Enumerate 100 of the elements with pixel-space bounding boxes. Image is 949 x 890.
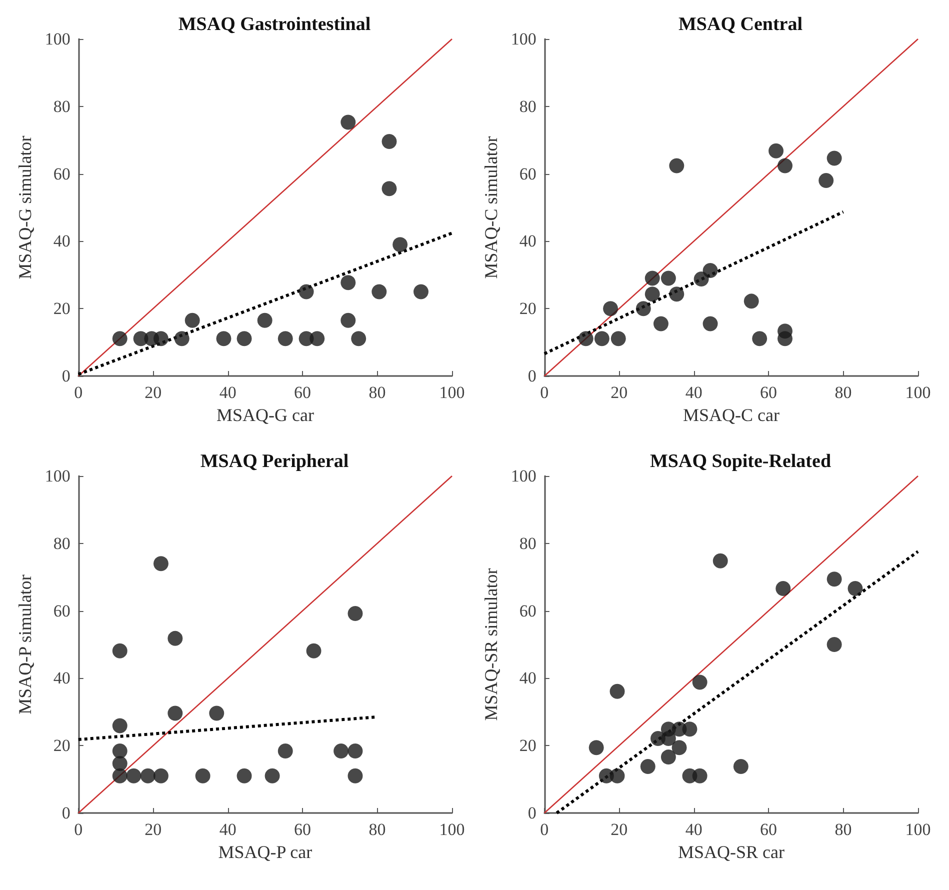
x-tick-label: 100 (905, 820, 931, 839)
point (603, 301, 618, 316)
point (348, 743, 363, 758)
point (588, 740, 604, 756)
point (216, 331, 232, 346)
point (195, 768, 210, 784)
point (712, 553, 728, 568)
y-tick-label: 0 (528, 366, 536, 386)
point (306, 643, 322, 658)
x-axis-title: MSAQ-SR car (678, 842, 784, 862)
point (168, 706, 183, 721)
point (126, 768, 142, 784)
x-tick-label: 20 (144, 820, 162, 839)
x-tick-label: 0 (540, 383, 549, 402)
y-tick-label: 100 (44, 466, 70, 486)
point (340, 114, 356, 130)
point (310, 331, 325, 346)
x-tick-label: 100 (905, 383, 931, 402)
y-axis-title: MSAQ-SR simulator (481, 568, 501, 721)
point (153, 768, 168, 784)
point (669, 286, 684, 302)
point (669, 158, 684, 174)
point (660, 270, 676, 286)
x-tick-label: 40 (219, 383, 236, 402)
point (112, 743, 128, 758)
point (351, 331, 366, 346)
point (153, 556, 168, 572)
point (672, 740, 687, 756)
point (826, 150, 842, 166)
y-tick-label: 0 (62, 366, 70, 386)
point (174, 331, 190, 346)
chart-title: MSAQ Sopite-Related (650, 451, 832, 472)
point (818, 173, 834, 188)
point (334, 743, 349, 758)
point (610, 684, 625, 699)
point (112, 756, 128, 771)
point (768, 143, 784, 158)
y-axis-title: MSAQ-P simulator (15, 574, 35, 714)
point (112, 643, 128, 658)
chart-title: MSAQ Peripheral (200, 451, 349, 472)
point (776, 581, 791, 596)
point (733, 758, 748, 774)
point (414, 284, 428, 300)
x-tick-label: 80 (834, 820, 852, 839)
point (140, 768, 156, 784)
x-tick-label: 40 (219, 820, 236, 839)
point (610, 331, 626, 346)
x-axis-title: MSAQ-P car (218, 842, 312, 862)
point (209, 706, 224, 721)
x-tick-label: 0 (74, 383, 83, 402)
y-tick-label: 80 (53, 96, 70, 116)
point (264, 768, 280, 784)
point (702, 263, 718, 278)
x-tick-label: 100 (439, 383, 465, 402)
x-tick-label: 40 (685, 820, 702, 839)
x-tick-label: 60 (760, 820, 778, 839)
point (340, 275, 356, 290)
point (594, 331, 610, 346)
x-tick-label: 80 (368, 820, 386, 839)
x-tick-label: 80 (368, 383, 386, 402)
point (112, 768, 128, 784)
point (382, 134, 397, 149)
chart-title: MSAQ Central (678, 14, 803, 35)
x-tick-label: 20 (610, 820, 628, 839)
x-tick-label: 60 (294, 820, 312, 839)
point (644, 270, 660, 286)
y-tick-label: 20 (53, 299, 70, 318)
y-tick-label: 80 (53, 534, 70, 553)
y-tick-label: 100 (510, 466, 536, 486)
x-axis-title: MSAQ-G car (216, 404, 314, 425)
y-tick-label: 40 (519, 232, 536, 251)
point (184, 312, 200, 328)
chart-title: MSAQ Gastrointestinal (178, 14, 371, 35)
point (236, 768, 252, 784)
point (692, 768, 708, 784)
point (298, 284, 314, 300)
point (610, 768, 625, 784)
y-tick-label: 40 (53, 232, 70, 251)
x-tick-label: 20 (144, 383, 162, 402)
point (848, 581, 863, 596)
y-tick-label: 100 (510, 30, 536, 48)
y-tick-label: 0 (62, 804, 70, 822)
x-tick-label: 0 (540, 820, 549, 839)
point (826, 572, 842, 587)
point (694, 271, 709, 286)
point (236, 331, 252, 346)
x-tick-label: 60 (294, 383, 312, 402)
x-tick-label: 20 (610, 383, 628, 402)
point (153, 331, 168, 346)
y-tick-label: 60 (519, 601, 536, 620)
point (660, 731, 676, 746)
point (640, 758, 656, 774)
point (392, 237, 408, 252)
y-tick-label: 80 (519, 534, 536, 553)
y-axis-title: MSAQ-G simulator (15, 136, 35, 280)
point (744, 294, 759, 309)
x-tick-label: 40 (685, 383, 702, 402)
point (653, 316, 668, 332)
x-tick-label: 100 (439, 820, 465, 839)
y-tick-label: 0 (528, 804, 536, 822)
